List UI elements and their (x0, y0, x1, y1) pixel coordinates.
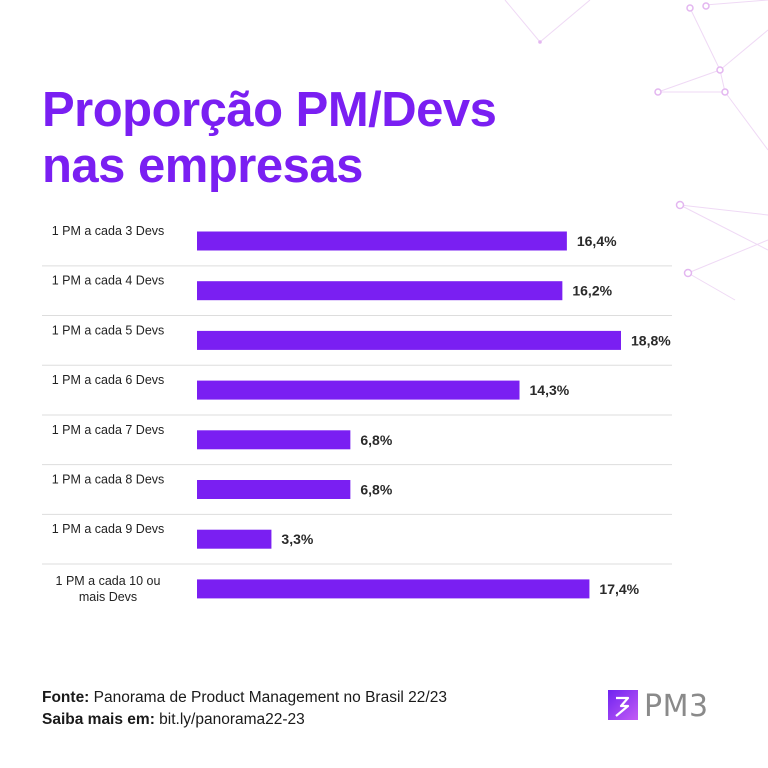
source-text: Panorama de Product Management no Brasil… (93, 689, 447, 706)
more-info-link[interactable]: bit.ly/panorama22-23 (159, 711, 305, 728)
bar (197, 330, 621, 350)
value-label: 16,4% (577, 233, 617, 249)
category-label: 1 PM a cada 6 Devs (52, 373, 165, 387)
bar (197, 529, 272, 549)
source-line: Fonte: Panorama de Product Management no… (42, 687, 602, 709)
category-label: 1 PM a cada 10 ou mais Devs (56, 574, 161, 604)
page-title: Proporção PM/Devs nas empresas (42, 82, 662, 194)
value-label: 6,8% (360, 432, 392, 448)
pm3-logo: PM3 (606, 688, 736, 724)
value-label: 6,8% (360, 482, 392, 498)
value-label: 3,3% (281, 531, 313, 547)
bar (197, 579, 590, 599)
footer: Fonte: Panorama de Product Management no… (42, 687, 602, 731)
category-label: 1 PM a cada 8 Devs (52, 473, 165, 487)
title-line-1: Proporção PM/Devs (42, 83, 497, 137)
bar (197, 281, 563, 301)
title-line-2: nas empresas (42, 139, 363, 193)
bar (197, 231, 567, 251)
category-label: 1 PM a cada 3 Devs (52, 224, 165, 238)
category-label: 1 PM a cada 4 Devs (52, 274, 165, 288)
more-info-line: Saiba mais em: bit.ly/panorama22-23 (42, 709, 602, 731)
bar (197, 430, 351, 450)
value-label: 14,3% (530, 382, 570, 398)
more-info-label: Saiba mais em: (42, 711, 155, 728)
bar-chart: 1 PM a cada 3 Devs 16,4% 1 PM a cada 4 Dev… (42, 224, 672, 604)
bar (197, 380, 520, 400)
value-label: 17,4% (599, 581, 639, 597)
pm3-logo-text: PM3 (644, 688, 709, 724)
category-label: 1 PM a cada 7 Devs (52, 423, 165, 437)
source-label: Fonte: (42, 689, 90, 706)
category-label: 1 PM a cada 9 Devs (52, 522, 165, 536)
value-label: 18,8% (631, 332, 671, 348)
pm3-logo-mark-icon (608, 690, 638, 720)
value-label: 16,2% (572, 283, 612, 299)
category-label: 1 PM a cada 5 Devs (52, 323, 165, 337)
bar (197, 480, 351, 499)
